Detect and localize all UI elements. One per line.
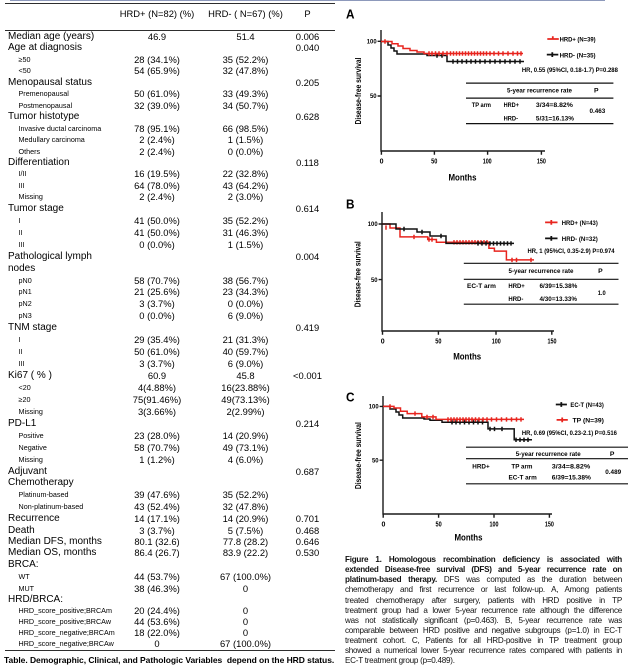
svg-text:EC-T arm: EC-T arm (509, 475, 537, 482)
svg-text:50: 50 (436, 521, 442, 528)
svg-text:HRD+: HRD+ (504, 102, 519, 109)
svg-text:0: 0 (381, 338, 385, 345)
svg-text:150: 150 (537, 158, 546, 165)
svg-text:150: 150 (548, 338, 557, 345)
svg-text:150: 150 (545, 521, 554, 528)
svg-text:100: 100 (369, 404, 379, 411)
svg-text:Disease-free survival: Disease-free survival (354, 58, 363, 125)
svg-text:3/34=8.82%: 3/34=8.82% (552, 463, 591, 470)
svg-text:3/34=8.82%: 3/34=8.82% (536, 102, 573, 109)
svg-text:6/39=15.38%: 6/39=15.38% (552, 475, 591, 482)
svg-text:1.0: 1.0 (598, 290, 606, 297)
svg-text:5-year recurrence rate: 5-year recurrence rate (509, 268, 574, 275)
svg-text:100: 100 (483, 158, 492, 165)
svg-text:TP arm: TP arm (472, 102, 491, 109)
svg-text:50: 50 (372, 457, 379, 464)
svg-text:5/31=16.13%: 5/31=16.13% (536, 116, 574, 123)
svg-text:6/39=15.38%: 6/39=15.38% (540, 283, 578, 290)
svg-text:50: 50 (371, 277, 378, 284)
svg-text:HRD+: HRD+ (508, 283, 524, 290)
svg-text:0.463: 0.463 (589, 108, 605, 115)
svg-text:Disease-free survival: Disease-free survival (354, 422, 363, 489)
svg-text:B: B (346, 196, 355, 211)
svg-text:100: 100 (490, 521, 499, 528)
svg-text:A: A (346, 6, 355, 21)
svg-text:HRD+ (N=43): HRD+ (N=43) (562, 220, 598, 227)
svg-text:100: 100 (367, 39, 377, 46)
svg-text:50: 50 (370, 93, 377, 100)
svg-text:0: 0 (380, 158, 384, 165)
svg-text:HRD-: HRD- (504, 116, 518, 123)
svg-text:P: P (610, 451, 615, 458)
svg-text:EC-T (N=43): EC-T (N=43) (570, 402, 604, 409)
svg-text:Months: Months (453, 351, 481, 361)
svg-text:HRD- (N=32): HRD- (N=32) (562, 236, 598, 243)
svg-text:100: 100 (492, 338, 501, 345)
svg-text:50: 50 (435, 338, 441, 345)
svg-text:100: 100 (368, 221, 378, 228)
svg-text:Disease-free survival: Disease-free survival (354, 241, 363, 307)
svg-text:TP (N=39): TP (N=39) (573, 418, 604, 425)
svg-text:HRD+: HRD+ (472, 463, 489, 470)
svg-text:HR, 1 (95%CI, 0.35-2.9) P=0.97: HR, 1 (95%CI, 0.35-2.9) P=0.974 (528, 248, 615, 255)
svg-text:HR, 0.55 (95%CI, 0.18-1.7) P=0: HR, 0.55 (95%CI, 0.18-1.7) P=0.288 (522, 67, 618, 74)
svg-text:TP arm: TP arm (511, 463, 532, 470)
svg-text:50: 50 (431, 158, 437, 165)
svg-text:C: C (346, 389, 355, 404)
svg-text:4/30=13.33%: 4/30=13.33% (540, 296, 578, 303)
svg-text:5-year recurrence rate: 5-year recurrence rate (507, 88, 572, 95)
svg-text:0.489: 0.489 (605, 469, 621, 476)
svg-text:HRD- (N=35): HRD- (N=35) (560, 52, 596, 59)
svg-text:5-year recurrence rate: 5-year recurrence rate (516, 451, 581, 458)
svg-text:HRD-: HRD- (508, 296, 523, 303)
svg-text:HRD+ (N=39): HRD+ (N=39) (560, 37, 596, 44)
svg-text:EC-T arm: EC-T arm (467, 283, 496, 290)
svg-text:Months: Months (449, 172, 477, 182)
svg-text:P: P (598, 268, 603, 275)
svg-text:P: P (594, 88, 599, 95)
svg-text:Months: Months (455, 533, 483, 543)
svg-text:0: 0 (381, 521, 385, 528)
svg-text:HR, 0.69 (95%CI, 0.23-2.1) P=0: HR, 0.69 (95%CI, 0.23-2.1) P=0.516 (522, 430, 617, 437)
